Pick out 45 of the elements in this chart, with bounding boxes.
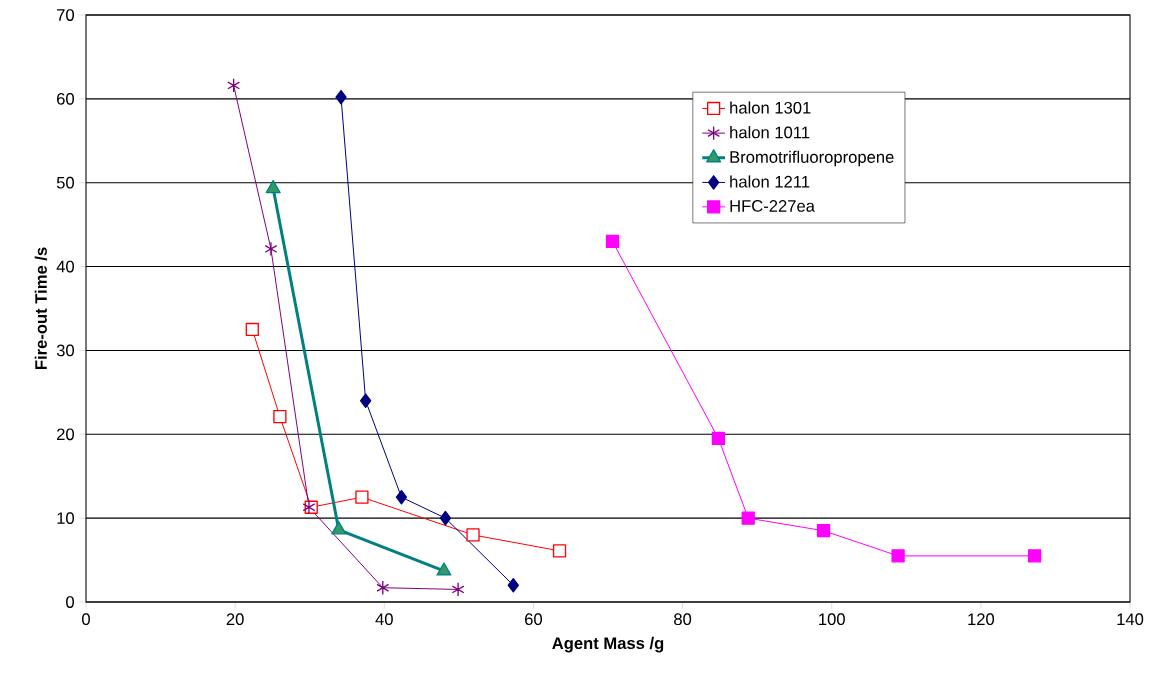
x-tick-label: 120: [968, 613, 995, 626]
x-axis-title: Agent Mass /g: [552, 636, 664, 653]
y-tick-label: 60: [57, 92, 75, 105]
legend-label: halon 1011: [730, 126, 810, 139]
legend-label: halon 1211: [730, 175, 810, 188]
point: [227, 78, 241, 93]
point: [451, 582, 465, 597]
y-tick-label: 70: [57, 9, 75, 21]
point: [245, 322, 259, 337]
y-axis-title: Fire-out Time /s: [34, 247, 48, 370]
point: [335, 89, 347, 105]
point: [711, 431, 726, 446]
point: [436, 562, 452, 576]
x-tick-label: 80: [674, 613, 692, 626]
y-tick-label: 50: [56, 176, 75, 189]
point: [1027, 549, 1042, 563]
point: [376, 580, 390, 596]
point: [331, 521, 347, 535]
point: [605, 234, 620, 249]
point: [891, 549, 905, 563]
point: [264, 241, 278, 257]
x-tick-label: 40: [375, 613, 393, 626]
x-tick-label: 100: [819, 613, 845, 626]
point: [741, 511, 755, 525]
point: [816, 524, 831, 538]
y-tick-label: 30: [56, 344, 75, 357]
point: [507, 577, 519, 593]
point: [466, 528, 480, 542]
x-tick-label: 20: [226, 613, 244, 626]
x-tick-label: 0: [82, 613, 90, 626]
point: [552, 544, 567, 558]
legend-label: halon 1301: [730, 101, 811, 114]
y-tick-label: 10: [57, 512, 75, 525]
y-tick-label: 40: [56, 260, 75, 273]
point: [355, 490, 369, 504]
legend-label: Bromotrifluoropropene: [730, 150, 894, 167]
point: [273, 410, 287, 424]
point: [439, 510, 452, 526]
legend-label: HFC-227ea: [730, 200, 815, 212]
y-tick-label: 20: [57, 428, 75, 441]
x-tick-label: 140: [1117, 613, 1144, 626]
y-tick-label: 0: [66, 596, 75, 608]
point: [360, 393, 372, 409]
x-tick-label: 60: [525, 613, 543, 626]
point: [395, 489, 408, 505]
